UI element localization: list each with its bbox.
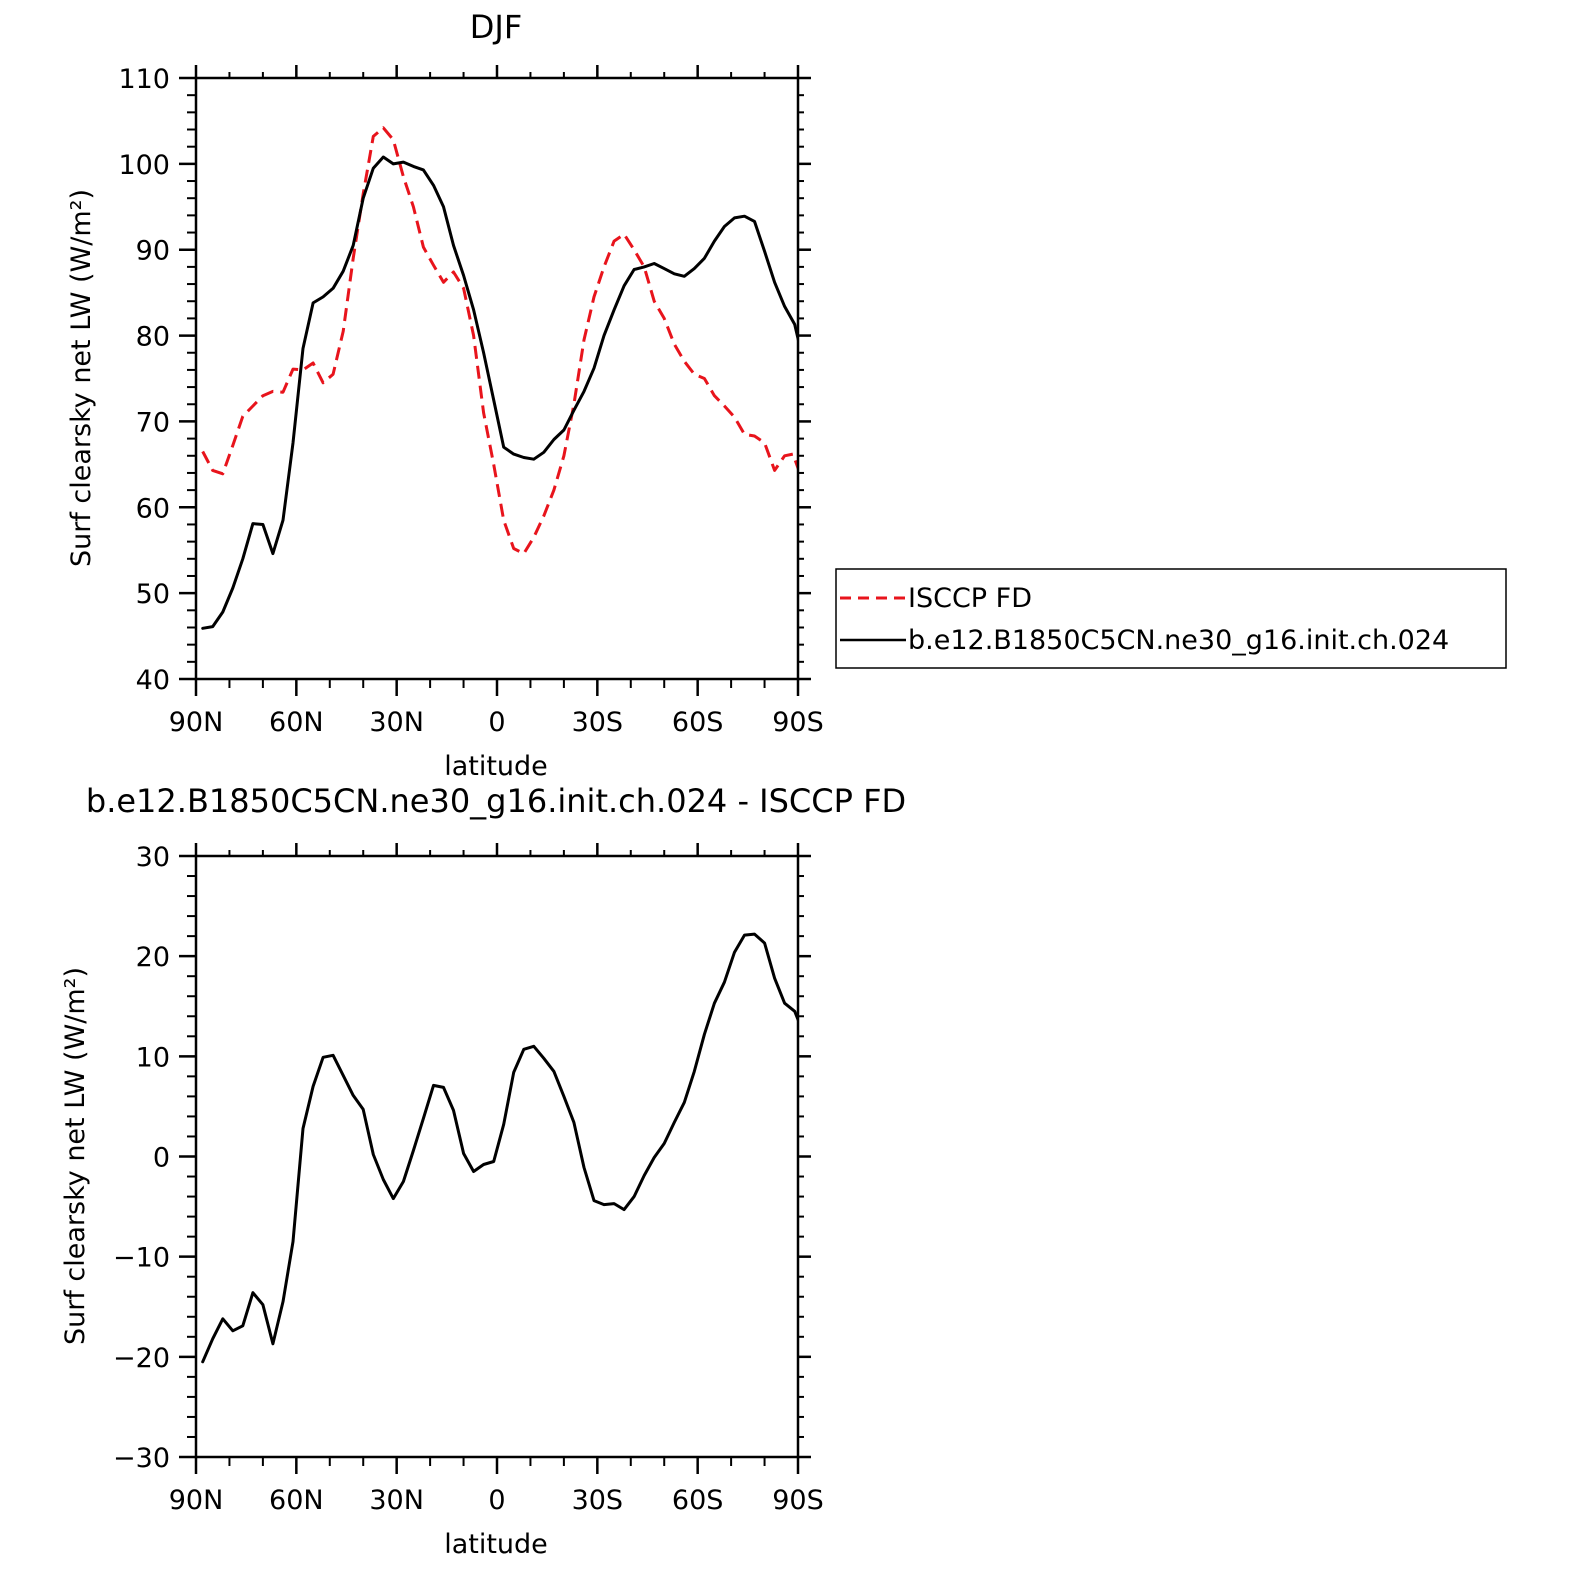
top-plot-area: 40 50 60 70 80 90 100 110 90N 60N 30N 0 30S 60S 90S: [118, 64, 824, 738]
top-x-tick-label: 30S: [572, 707, 624, 738]
legend-box: [835, 568, 1507, 669]
top-y-axis-label: Surf clearsky net LW (W/m²): [66, 189, 97, 567]
bottom-x-tick-label: 90S: [772, 1485, 824, 1516]
bottom-x-tick-label: 30N: [369, 1485, 424, 1516]
bottom-y-tick-label: −30: [113, 1443, 170, 1474]
bottom-x-tick-label: 60S: [672, 1485, 724, 1516]
top-x-tick-label: 60S: [672, 707, 724, 738]
top-y-tick-label: 100: [118, 150, 170, 181]
bottom-y-tick-label: 20: [136, 942, 170, 973]
bottom-plot-frame: [194, 854, 800, 1459]
top-x-tick-label: 90S: [772, 707, 824, 738]
top-y-tick-label: 40: [136, 665, 170, 696]
bottom-chart-title: b.e12.B1850C5CN.ne30_g16.init.ch.024 - I…: [86, 782, 906, 820]
bottom-series-group: [201, 932, 798, 1364]
top-panel: DJF 40 50 60 70 80 90 100 110 90N 60N 30N 0 30S 60S 90…: [66, 8, 824, 782]
bottom-x-tick-label: 30S: [572, 1485, 624, 1516]
bottom-x-tick-label: 0: [488, 1485, 505, 1516]
bottom-y-tick-label: 0: [153, 1143, 170, 1174]
top-x-tick-label: 30N: [369, 707, 424, 738]
bottom-series-line-difference: [201, 932, 798, 1364]
bottom-y-tick-label: 30: [136, 842, 170, 873]
bottom-y-tick-label: −10: [113, 1243, 170, 1274]
top-y-tick-label: 90: [136, 236, 170, 267]
top-x-tick-label: 60N: [269, 707, 324, 738]
top-x-axis-label: latitude: [444, 751, 548, 782]
top-y-tick-label: 80: [136, 322, 170, 353]
bottom-x-axis-label: latitude: [444, 1529, 548, 1560]
bottom-x-tick-label: 90N: [169, 1485, 224, 1516]
bottom-plot-area: −30 −20 −10 0 10 20 30 90N 60N 30N 0 30S 60S 90S: [113, 842, 824, 1516]
bottom-y-tick-label: −20: [113, 1343, 170, 1374]
top-x-tick-label: 0: [488, 707, 505, 738]
top-x-tick-label: 90N: [169, 707, 224, 738]
top-y-tick-label: 70: [136, 407, 170, 438]
top-y-tick-label: 50: [136, 579, 170, 610]
bottom-y-tick-label: 10: [136, 1042, 170, 1073]
top-series-line-isccp-fd: [201, 126, 798, 556]
legend-label-isccp: ISCCP FD: [908, 583, 1032, 614]
top-y-tick-label: 110: [118, 64, 170, 95]
top-plot-frame: [194, 76, 800, 681]
bottom-x-tick-label: 60N: [269, 1485, 324, 1516]
top-series-group: [201, 126, 798, 630]
legend-label-model: b.e12.B1850C5CN.ne30_g16.init.ch.024: [908, 625, 1449, 656]
bottom-panel: b.e12.B1850C5CN.ne30_g16.init.ch.024 - I…: [60, 782, 906, 1560]
top-series-line-model: [201, 155, 798, 630]
top-y-tick-label: 60: [136, 493, 170, 524]
legend: ISCCP FD b.e12.B1850C5CN.ne30_g16.init.c…: [835, 568, 1507, 669]
top-chart-title: DJF: [470, 8, 522, 46]
bottom-y-axis-label: Surf clearsky net LW (W/m²): [60, 967, 91, 1345]
